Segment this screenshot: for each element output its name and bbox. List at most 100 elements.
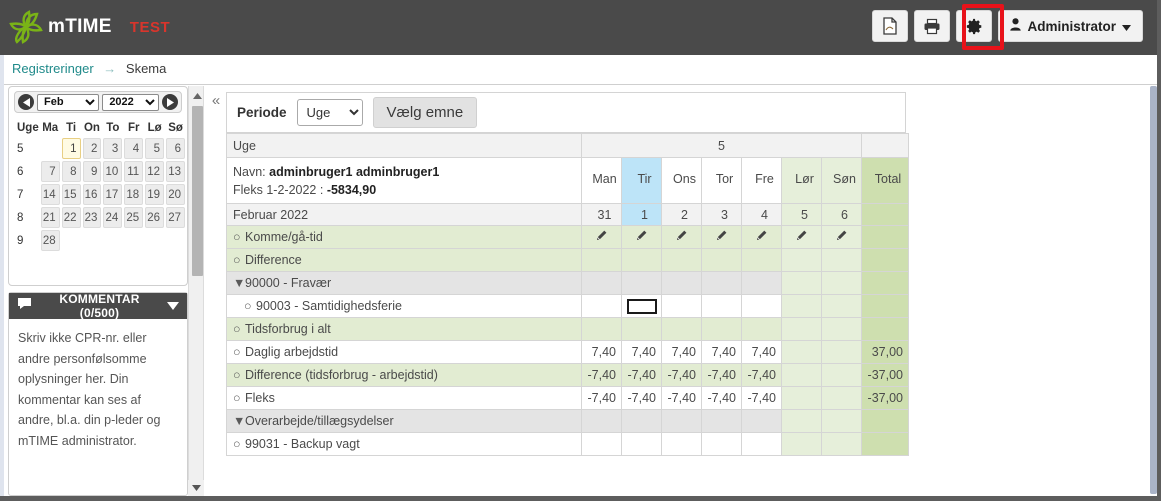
empty-cell[interactable] [661, 409, 702, 433]
empty-cell[interactable] [621, 271, 662, 295]
empty-cell[interactable] [741, 317, 782, 341]
empty-cell[interactable] [781, 386, 822, 410]
print-button[interactable] [914, 10, 951, 42]
value-cell[interactable]: -7,40 [621, 363, 662, 387]
period-select[interactable]: Uge [296, 99, 363, 126]
calendar-day[interactable]: 27 [166, 207, 185, 228]
cell-input-box[interactable] [626, 298, 657, 314]
empty-cell[interactable] [781, 363, 822, 387]
calendar-day[interactable]: 4 [124, 138, 144, 159]
calendar-day[interactable]: 25 [124, 207, 144, 228]
comment-collapse-chevron-icon[interactable] [167, 297, 179, 315]
empty-cell[interactable] [701, 294, 742, 318]
calendar-day[interactable]: 12 [145, 161, 165, 182]
collapse-sidebar-button[interactable]: « [211, 91, 221, 109]
row-label-cell[interactable]: ○ Tidsforbrug i alt [226, 317, 582, 341]
empty-cell[interactable] [581, 248, 622, 272]
calendar-day[interactable]: 26 [145, 207, 165, 228]
empty-cell[interactable] [781, 340, 822, 364]
value-cell[interactable]: 7,40 [581, 340, 622, 364]
calendar-month-select[interactable]: Feb [37, 93, 100, 111]
value-cell[interactable]: -7,40 [661, 386, 702, 410]
empty-cell[interactable] [581, 409, 622, 433]
date-cell[interactable]: 4 [741, 203, 782, 226]
empty-cell[interactable] [821, 409, 862, 433]
empty-cell[interactable] [661, 271, 702, 295]
value-cell[interactable]: 7,40 [621, 340, 662, 364]
empty-cell[interactable] [781, 409, 822, 433]
user-menu-button[interactable]: Administrator [998, 10, 1143, 42]
calendar-day[interactable]: 15 [61, 184, 81, 205]
calendar-day[interactable]: 13 [166, 161, 185, 182]
empty-cell[interactable] [821, 248, 862, 272]
empty-cell[interactable] [821, 432, 862, 456]
empty-cell[interactable] [661, 432, 702, 456]
calendar-day[interactable]: 7 [40, 161, 60, 182]
empty-cell[interactable] [781, 248, 822, 272]
empty-cell[interactable] [581, 432, 622, 456]
calendar-day[interactable]: 14 [40, 184, 60, 205]
calendar-day[interactable]: 8 [61, 161, 81, 182]
sidebar-scroll-down[interactable] [188, 480, 204, 496]
date-cell-selected[interactable]: 1 [621, 203, 662, 226]
value-cell[interactable]: -7,40 [701, 386, 742, 410]
empty-cell[interactable] [781, 432, 822, 456]
calendar-day[interactable]: 17 [103, 184, 123, 205]
date-cell[interactable]: 31 [581, 203, 622, 226]
empty-cell[interactable] [701, 248, 742, 272]
calendar-day[interactable]: 6 [166, 138, 185, 159]
sidebar-scrollbar[interactable] [188, 86, 204, 498]
value-cell[interactable]: -7,40 [701, 363, 742, 387]
empty-cell[interactable] [661, 248, 702, 272]
previous-month-button[interactable] [18, 94, 34, 110]
empty-cell[interactable] [821, 363, 862, 387]
empty-cell[interactable] [661, 294, 702, 318]
scrollbar-thumb[interactable] [192, 106, 203, 276]
row-label-cell[interactable]: ○ Difference [226, 248, 582, 272]
empty-cell[interactable] [581, 294, 622, 318]
settings-button[interactable] [956, 10, 993, 42]
empty-cell[interactable] [701, 271, 742, 295]
calendar-day[interactable]: 24 [103, 207, 123, 228]
edit-time-cell[interactable] [781, 225, 822, 249]
empty-cell[interactable] [781, 317, 822, 341]
expand-collapse-triangle-icon[interactable]: ▼ [233, 276, 246, 290]
row-label-cell[interactable]: ○ Komme/gå-tid [226, 225, 582, 249]
edit-time-cell[interactable] [701, 225, 742, 249]
value-cell[interactable]: -7,40 [581, 386, 622, 410]
row-label-cell[interactable]: ▼90000 - Fravær [226, 271, 582, 295]
empty-cell[interactable] [581, 271, 622, 295]
calendar-day[interactable]: 19 [145, 184, 165, 205]
edit-time-cell[interactable] [741, 225, 782, 249]
active-input-cell[interactable] [621, 294, 662, 318]
value-cell[interactable]: 7,40 [701, 340, 742, 364]
value-cell[interactable]: -7,40 [661, 363, 702, 387]
calendar-day[interactable]: 5 [145, 138, 165, 159]
empty-cell[interactable] [621, 248, 662, 272]
calendar-day[interactable]: 11 [124, 161, 144, 182]
empty-cell[interactable] [621, 409, 662, 433]
empty-cell[interactable] [741, 294, 782, 318]
expand-collapse-triangle-icon[interactable]: ▼ [233, 414, 246, 428]
comment-panel-header[interactable]: KOMMENTAR (0/500) [9, 292, 187, 320]
calendar-day[interactable]: 3 [103, 138, 123, 159]
date-cell[interactable]: 2 [661, 203, 702, 226]
edit-time-cell[interactable] [621, 225, 662, 249]
date-cell[interactable]: 3 [701, 203, 742, 226]
empty-cell[interactable] [701, 409, 742, 433]
empty-cell[interactable] [741, 271, 782, 295]
calendar-year-select[interactable]: 2022 [102, 93, 159, 111]
page-scrollbar[interactable] [1150, 86, 1157, 494]
date-cell[interactable]: 6 [821, 203, 862, 226]
calendar-day[interactable]: 10 [103, 161, 123, 182]
empty-cell[interactable] [781, 294, 822, 318]
row-label-cell[interactable]: ○ Fleks [226, 386, 582, 410]
row-label-cell[interactable]: ○ 90003 - Samtidighedsferie [226, 294, 582, 318]
empty-cell[interactable] [661, 317, 702, 341]
calendar-day[interactable]: 9 [82, 161, 102, 182]
edit-time-cell[interactable] [581, 225, 622, 249]
row-label-cell[interactable]: ○ Daglig arbejdstid [226, 340, 582, 364]
calendar-day[interactable]: 23 [82, 207, 102, 228]
value-cell[interactable]: -7,40 [581, 363, 622, 387]
edit-time-cell[interactable] [661, 225, 702, 249]
